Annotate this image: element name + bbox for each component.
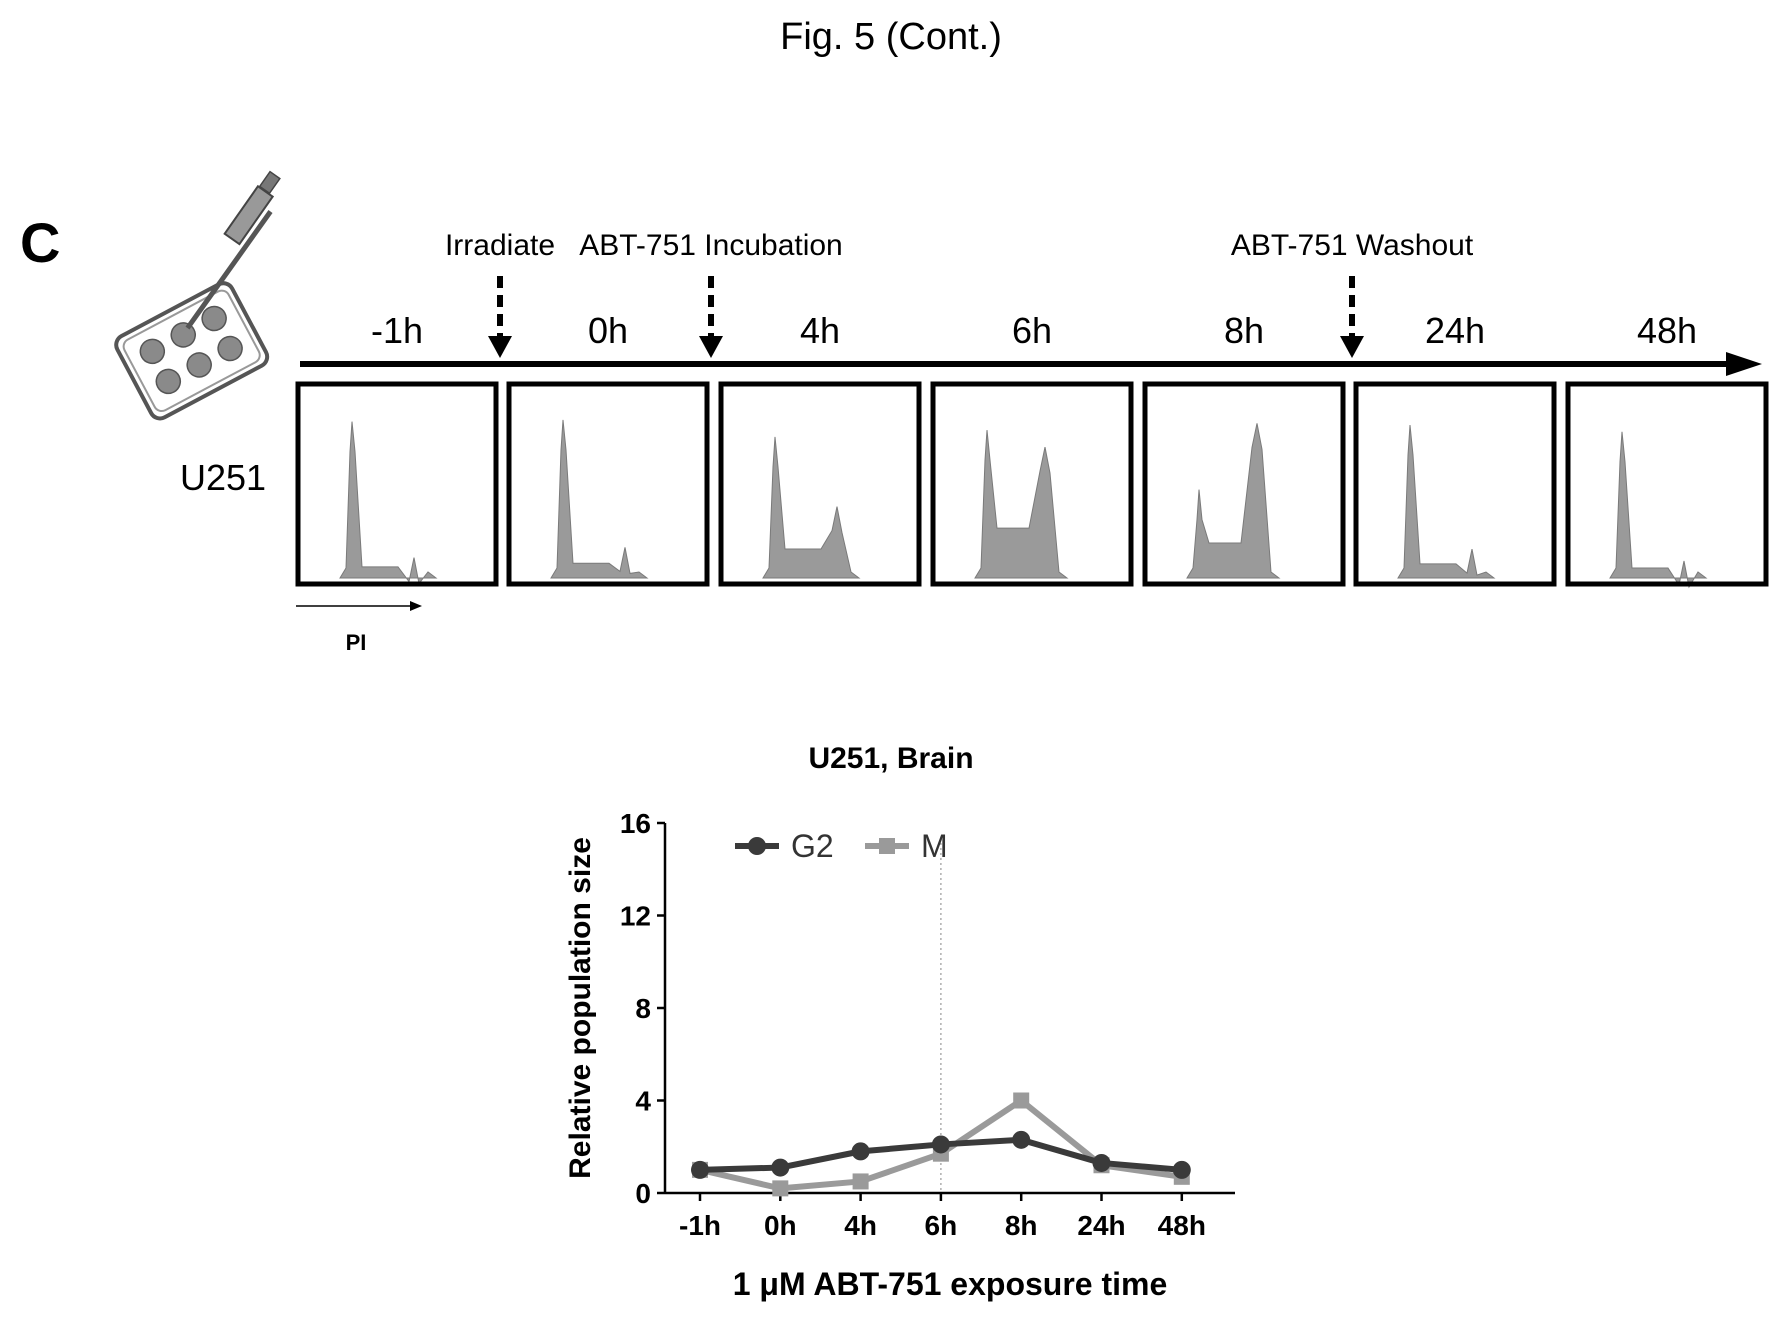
data-point (772, 1180, 789, 1197)
x-tick-label: 4h (844, 1210, 877, 1241)
x-tick-label: -1h (679, 1210, 721, 1241)
histogram-trace (1186, 423, 1281, 579)
timepoint-label: 48h (1637, 310, 1697, 351)
event-label: Irradiate (445, 229, 555, 262)
histogram-box (295, 381, 499, 587)
well (217, 335, 243, 362)
x-tick-label: 6h (925, 1210, 958, 1241)
event-label: ABT-751 Incubation (579, 229, 843, 262)
x-tick-label: 0h (764, 1210, 797, 1241)
timepoint-label: 24h (1425, 310, 1485, 351)
x-tick-label: 8h (1005, 1210, 1038, 1241)
legend-marker (879, 838, 895, 854)
histogram-trace (1609, 431, 1708, 589)
y-tick-label: 16 (620, 808, 651, 839)
well-plate-pipette-icon (114, 170, 281, 421)
histogram-box (718, 381, 922, 587)
timeline-arrowhead (1726, 352, 1762, 376)
event-arrowhead (488, 336, 512, 358)
well (186, 352, 212, 378)
data-point (931, 1135, 950, 1154)
timepoint-label: 0h (588, 310, 628, 351)
histogram-box (930, 381, 1134, 587)
histogram-box (506, 381, 710, 587)
data-point (1172, 1160, 1191, 1179)
pipette-shaft (185, 210, 273, 330)
pi-axis-label: PI (346, 630, 367, 655)
well (139, 338, 166, 365)
legend-label: G2 (791, 828, 834, 864)
histogram-box (1565, 381, 1769, 587)
timepoint-label: 8h (1224, 310, 1264, 351)
data-point (691, 1160, 709, 1179)
timeline-panel: -1h 0h 4h 6h 8h 24h 48h Irradiate ABT-751 Incuba… (114, 170, 1769, 655)
y-tick-label: 4 (635, 1086, 651, 1117)
histogram-trace (762, 436, 861, 579)
figure-title: Fig. 5 (Cont.) (780, 16, 1002, 58)
y-tick-label: 8 (635, 993, 651, 1024)
line-chart: 0 4 8 12 16 -1h 0h 4h 6h 8h 24h 48h G2 M Relative popu… (564, 808, 1235, 1302)
histogram-box (1142, 381, 1346, 587)
x-tick-label: 48h (1158, 1210, 1206, 1241)
histogram-box (1353, 381, 1557, 587)
chart-title: U251, Brain (808, 742, 974, 775)
pipette-plunger (258, 170, 281, 195)
histogram-trace (974, 430, 1069, 579)
timepoint-label: -1h (371, 310, 423, 351)
panel-letter: C (20, 211, 61, 274)
cell-line-label: U251 (180, 457, 266, 498)
data-point (1012, 1130, 1031, 1149)
histogram-trace (339, 421, 438, 585)
legend-marker (748, 837, 766, 855)
y-tick-label: 0 (635, 1178, 651, 1209)
well (155, 368, 182, 395)
event-label: ABT-751 Washout (1231, 229, 1474, 262)
histogram-trace (1397, 424, 1496, 579)
data-point (1013, 1092, 1030, 1109)
event-arrowhead (699, 336, 723, 358)
timepoint-label: 4h (800, 310, 840, 351)
data-point (1092, 1153, 1111, 1172)
pi-axis-arrowhead (410, 601, 422, 611)
legend-label: M (921, 828, 948, 864)
data-point (852, 1173, 869, 1190)
well-plate (114, 281, 270, 421)
well (201, 305, 227, 332)
data-point (851, 1142, 870, 1161)
x-axis-label: 1 μM ABT-751 exposure time (733, 1266, 1168, 1302)
y-tick-label: 12 (620, 901, 651, 932)
histogram-trace (550, 419, 649, 579)
x-tick-label: 24h (1077, 1210, 1125, 1241)
pipette-body (223, 184, 275, 246)
well-plate-inner (122, 289, 261, 413)
data-point (771, 1158, 790, 1177)
timepoint-label: 6h (1012, 310, 1052, 351)
event-arrowhead (1340, 336, 1364, 358)
y-axis-label: Relative population size (564, 837, 597, 1179)
